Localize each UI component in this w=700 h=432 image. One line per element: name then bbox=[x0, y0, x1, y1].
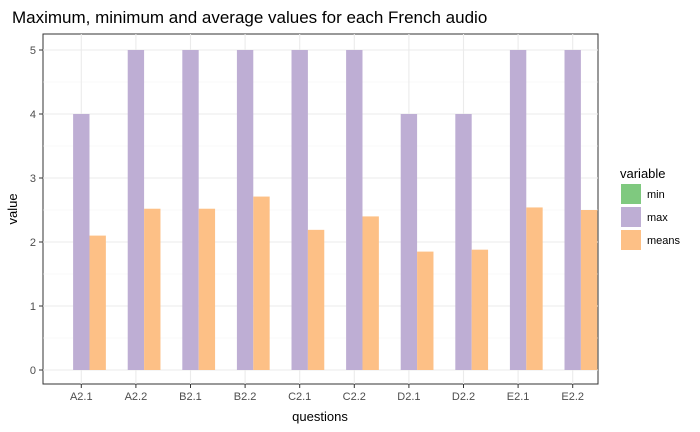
bars bbox=[73, 50, 598, 370]
legend: variable min max means bbox=[620, 166, 681, 250]
legend-title: variable bbox=[620, 166, 666, 181]
x-tick-label: A2.2 bbox=[125, 391, 148, 403]
x-tick-label: E2.1 bbox=[507, 391, 530, 403]
bar-means-A2.1 bbox=[89, 235, 106, 370]
bar-means-C2.2 bbox=[362, 216, 379, 370]
y-tick-label: 1 bbox=[30, 301, 36, 313]
legend-label-means: means bbox=[647, 235, 681, 247]
x-tick-label: C2.1 bbox=[288, 391, 311, 403]
y-tick-label: 4 bbox=[30, 109, 36, 121]
x-axis-title: questions bbox=[292, 409, 348, 424]
legend-key-means bbox=[621, 230, 641, 250]
bar-max-A2.1 bbox=[73, 114, 90, 370]
y-tick-label: 5 bbox=[30, 45, 36, 57]
y-tick-label: 0 bbox=[30, 365, 36, 377]
x-tick-label: D2.1 bbox=[397, 391, 420, 403]
bar-max-B2.1 bbox=[182, 50, 199, 370]
bar-max-D2.1 bbox=[400, 114, 418, 370]
bar-means-C2.1 bbox=[307, 229, 325, 370]
bar-means-A2.2 bbox=[144, 208, 161, 370]
bar-max-C2.2 bbox=[346, 50, 363, 370]
bar-means-D2.1 bbox=[417, 251, 434, 370]
y-tick-label: 2 bbox=[30, 237, 36, 249]
x-tick-label: D2.2 bbox=[452, 391, 475, 403]
chart-title: Maximum, minimum and average values for … bbox=[12, 8, 487, 27]
y-axis: 0 1 2 3 4 5 bbox=[30, 45, 43, 377]
x-tick-label: C2.2 bbox=[343, 391, 366, 403]
bar-max-D2.2 bbox=[455, 114, 472, 370]
legend-key-max bbox=[621, 207, 641, 227]
bar-max-E2.2 bbox=[564, 50, 581, 370]
bar-max-A2.2 bbox=[127, 50, 145, 370]
y-axis-title: value bbox=[5, 193, 20, 224]
bar-means-D2.2 bbox=[471, 249, 489, 370]
x-axis: A2.1 A2.2 B2.1 B2.2 C2.1 C2.2 D2.1 D2.2 E2.1 E2.2 bbox=[70, 384, 584, 403]
bar-means-E2.1 bbox=[526, 207, 543, 370]
x-tick-label: B2.1 bbox=[179, 391, 202, 403]
bar-max-C2.1 bbox=[291, 50, 308, 370]
legend-label-max: max bbox=[647, 212, 668, 224]
x-tick-label: A2.1 bbox=[70, 391, 93, 403]
bar-means-B2.1 bbox=[198, 208, 216, 370]
x-tick-label: B2.2 bbox=[234, 391, 257, 403]
x-tick-label: E2.2 bbox=[561, 391, 584, 403]
bar-means-B2.2 bbox=[253, 196, 270, 370]
legend-label-min: min bbox=[647, 189, 665, 201]
bar-means-E2.2 bbox=[580, 210, 598, 370]
legend-key-min bbox=[621, 184, 641, 204]
y-tick-label: 3 bbox=[30, 173, 36, 185]
bar-max-B2.2 bbox=[236, 50, 254, 370]
bar-max-E2.1 bbox=[509, 50, 527, 370]
